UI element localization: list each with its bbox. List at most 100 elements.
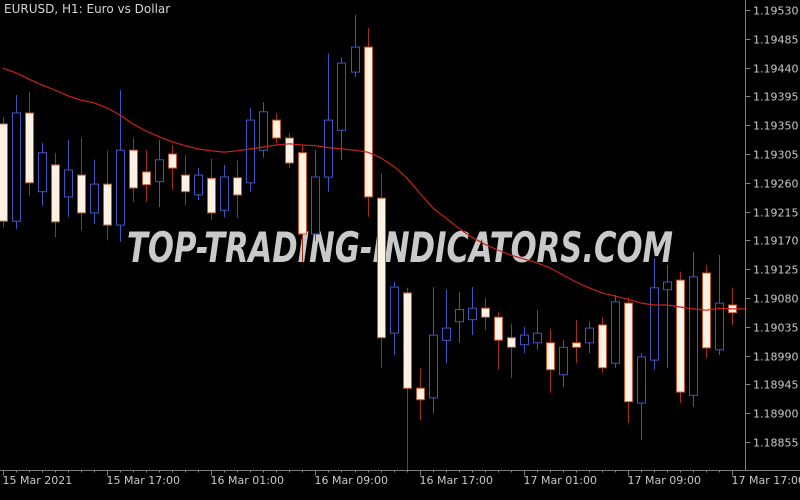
candle (585, 321, 594, 353)
bull-candle-body (64, 169, 73, 198)
bull-candle-body (637, 356, 646, 404)
candle (194, 168, 203, 201)
bear-candle-body (0, 123, 8, 222)
price-axis-label: 1.19395 (753, 91, 799, 104)
candle (324, 53, 333, 192)
candle (702, 264, 711, 359)
bear-candle-body (494, 316, 503, 341)
bear-candle-body (207, 177, 216, 214)
bull-candle-body (611, 301, 620, 364)
bull-candle-body (663, 281, 672, 291)
bull-candle-body (429, 334, 438, 399)
price-axis[interactable]: 1.19530 1.19485 1.19440 1.19395 1.19350 1.193… (745, 5, 799, 450)
bull-candle-body (351, 46, 360, 73)
time-axis-label: 17 Mar 17:00 (732, 474, 800, 487)
bear-candle-body (129, 149, 138, 189)
bull-candle-body (220, 176, 229, 211)
candle (676, 271, 685, 403)
price-axis-label: 1.18900 (753, 408, 799, 421)
price-axis-label: 1.19485 (753, 34, 799, 47)
bull-candle-body (259, 111, 268, 151)
bull-candle-body (650, 287, 659, 361)
price-axis-label: 1.19125 (753, 264, 799, 277)
price-axis-label: 1.18855 (753, 437, 799, 450)
bull-candle-body (442, 327, 451, 341)
bear-candle-body (598, 324, 607, 369)
bull-candle-body (520, 334, 529, 346)
bear-candle-body (233, 177, 242, 196)
candle (168, 145, 177, 190)
bear-candle-body (507, 337, 516, 348)
price-axis-label: 1.19305 (753, 149, 799, 162)
candle (429, 287, 438, 414)
price-axis-label: 1.19260 (753, 178, 799, 191)
bear-candle-body (298, 152, 307, 235)
candle (663, 264, 672, 368)
time-axis-label: 16 Mar 17:00 (420, 474, 493, 487)
time-axis-label: 16 Mar 01:00 (211, 474, 284, 487)
candle (390, 282, 399, 355)
time-axis-label: 17 Mar 01:00 (524, 474, 597, 487)
bull-candle-body (116, 149, 125, 226)
candle (259, 102, 268, 158)
bull-candle-body (12, 112, 21, 222)
bull-candle-body (390, 286, 399, 334)
time-axis-label: 15 Mar 2021 (3, 474, 73, 487)
bull-candle-body (559, 346, 568, 376)
bear-candle-body (624, 302, 633, 403)
candle (637, 353, 646, 441)
bull-candle-body (90, 183, 99, 214)
candle (0, 117, 8, 228)
candle (442, 289, 451, 364)
candle (25, 91, 34, 196)
candle (494, 312, 503, 370)
candle (207, 158, 216, 220)
candle (142, 150, 151, 202)
candle (624, 298, 633, 423)
time-axis-label: 17 Mar 09:00 (628, 474, 701, 487)
bear-candle-body (416, 387, 425, 401)
bear-candle-body (364, 46, 373, 198)
bear-candle-body (168, 153, 177, 169)
candle (468, 287, 477, 336)
candle (181, 155, 190, 206)
candle (403, 287, 412, 471)
bull-candle-body (246, 119, 255, 184)
price-axis-label: 1.19215 (753, 207, 799, 220)
bull-candle-body (38, 152, 47, 193)
watermark-text: TOP-TRADING-INDICATORS.COM (127, 223, 673, 272)
bull-candle-body (715, 302, 724, 351)
candle (559, 340, 568, 387)
candle (416, 368, 425, 421)
bull-candle-body (689, 276, 698, 396)
candle (364, 27, 373, 217)
bull-candle-body (585, 327, 594, 344)
bull-candle-body (337, 62, 346, 131)
candle (507, 323, 516, 378)
price-axis-label: 1.19350 (753, 120, 799, 133)
bear-candle-body (25, 112, 34, 184)
bull-candle-body (155, 159, 164, 183)
candle (129, 138, 138, 202)
candles-layer (0, 15, 737, 471)
candle (220, 164, 229, 218)
candle (38, 143, 47, 206)
time-axis[interactable]: 15 Mar 2021 15 Mar 17:00 16 Mar 01:00 16 Ma… (3, 470, 800, 488)
candle (572, 319, 581, 364)
candle (12, 95, 21, 229)
candle (481, 298, 490, 330)
bear-candle-body (77, 174, 86, 214)
candle (611, 294, 620, 368)
bear-candle-body (676, 279, 685, 393)
price-axis-label: 1.19440 (753, 63, 799, 76)
bull-candle-body (194, 174, 203, 196)
candle (90, 159, 99, 224)
price-axis-label: 1.18945 (753, 379, 799, 392)
bear-candle-body (403, 292, 412, 389)
candle (233, 160, 242, 218)
bear-candle-body (51, 164, 60, 223)
candle (455, 292, 464, 343)
price-axis-label: 1.18990 (753, 351, 799, 364)
